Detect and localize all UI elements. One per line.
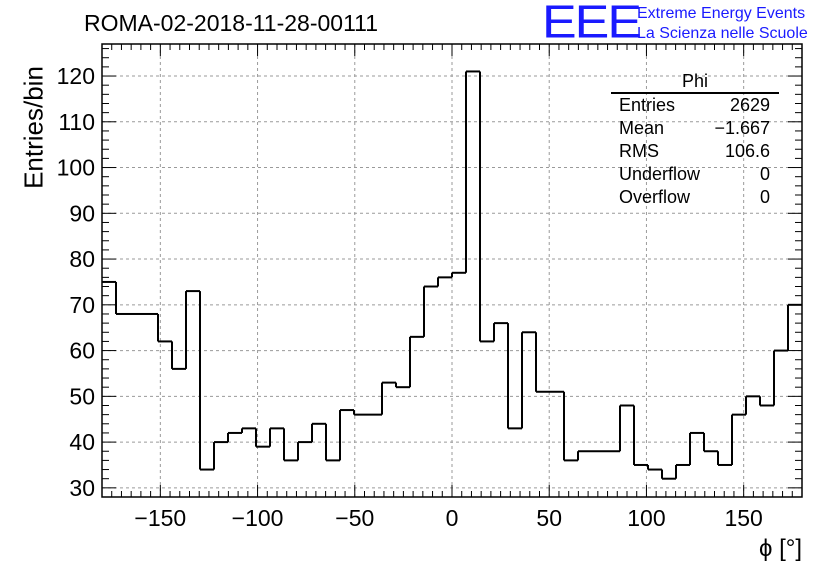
x-tick-label: 50: [536, 505, 562, 531]
y-tick-label: 100: [57, 155, 95, 181]
y-tick-label: 30: [69, 475, 95, 501]
stat-row-entries: Entries 2629: [611, 94, 779, 117]
x-tick-label: 150: [724, 505, 762, 531]
stat-row-mean: Mean −1.667: [611, 117, 779, 140]
y-axis-label: Entries/bin: [18, 66, 49, 189]
x-axis-label: ϕ [°]: [758, 535, 802, 562]
y-tick-label: 40: [69, 429, 95, 455]
y-tick-label: 90: [69, 200, 95, 226]
eee-logo: EEE: [542, 0, 642, 49]
stat-row-underflow: Underflow 0: [611, 163, 779, 186]
y-tick-label: 60: [69, 338, 95, 364]
x-tick-label: 0: [446, 505, 459, 531]
y-tick-label: 70: [69, 292, 95, 318]
stat-value: 106.6: [724, 141, 770, 161]
stat-row-overflow: Overflow 0: [611, 186, 779, 209]
stat-value: −1.667: [714, 118, 770, 138]
y-tick-label: 50: [69, 383, 95, 409]
x-tick-label: 100: [627, 505, 665, 531]
stat-value: 0: [759, 164, 770, 184]
stat-value: 0: [759, 187, 770, 207]
chart-title: ROMA-02-2018-11-28-00111: [84, 10, 379, 36]
stat-label: Underflow: [619, 164, 701, 184]
stats-box: Phi Entries 2629 Mean −1.667 RMS 106.6 U…: [611, 70, 779, 209]
x-tick-label: −50: [335, 505, 374, 531]
stat-row-rms: RMS 106.6: [611, 140, 779, 163]
stat-value: 2629: [729, 95, 770, 115]
stat-label: Overflow: [619, 187, 691, 207]
y-tick-label: 120: [57, 63, 95, 89]
y-tick-label: 110: [58, 109, 95, 135]
logo-line-2: La Scienza nelle Scuole: [637, 25, 808, 42]
stat-label: Mean: [619, 118, 665, 138]
stats-title: Phi: [611, 70, 779, 94]
x-tick-label: −150: [134, 505, 186, 531]
x-tick-label: −100: [232, 505, 284, 531]
y-tick-label: 80: [69, 246, 95, 272]
stat-label: RMS: [619, 141, 659, 161]
stat-label: Entries: [619, 95, 676, 115]
logo-line-1: Extreme Energy Events: [637, 5, 806, 22]
